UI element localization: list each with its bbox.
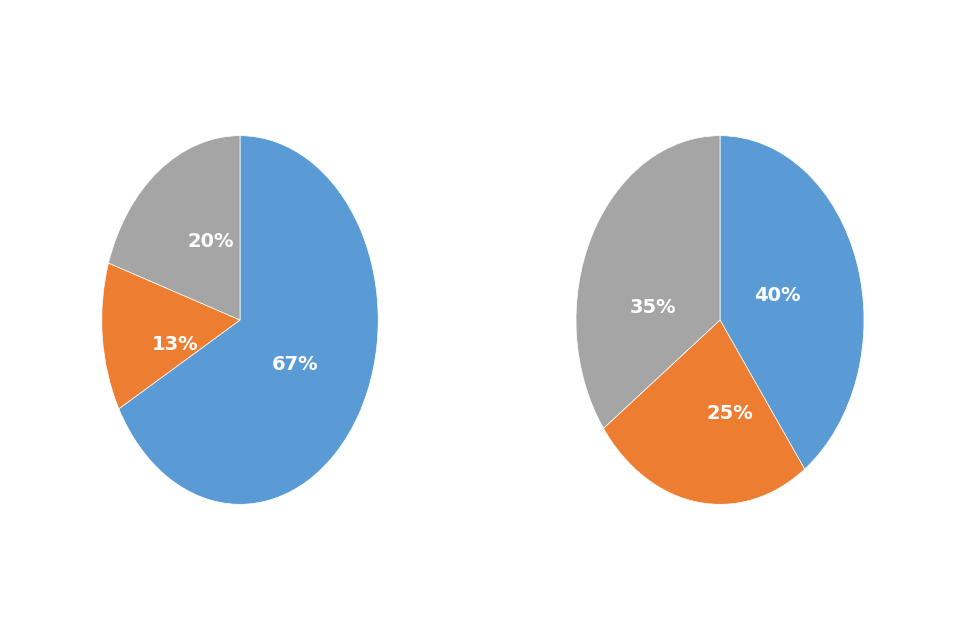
Wedge shape [576,136,720,428]
Wedge shape [119,136,378,504]
Text: 35%: 35% [630,298,676,317]
Text: 40%: 40% [755,286,801,305]
Wedge shape [102,263,240,409]
Text: 67%: 67% [272,355,319,374]
Wedge shape [604,320,804,504]
Text: 25%: 25% [707,404,753,423]
Text: 20%: 20% [187,232,233,251]
Text: 13%: 13% [153,335,199,354]
Wedge shape [720,136,864,469]
Wedge shape [108,136,240,320]
